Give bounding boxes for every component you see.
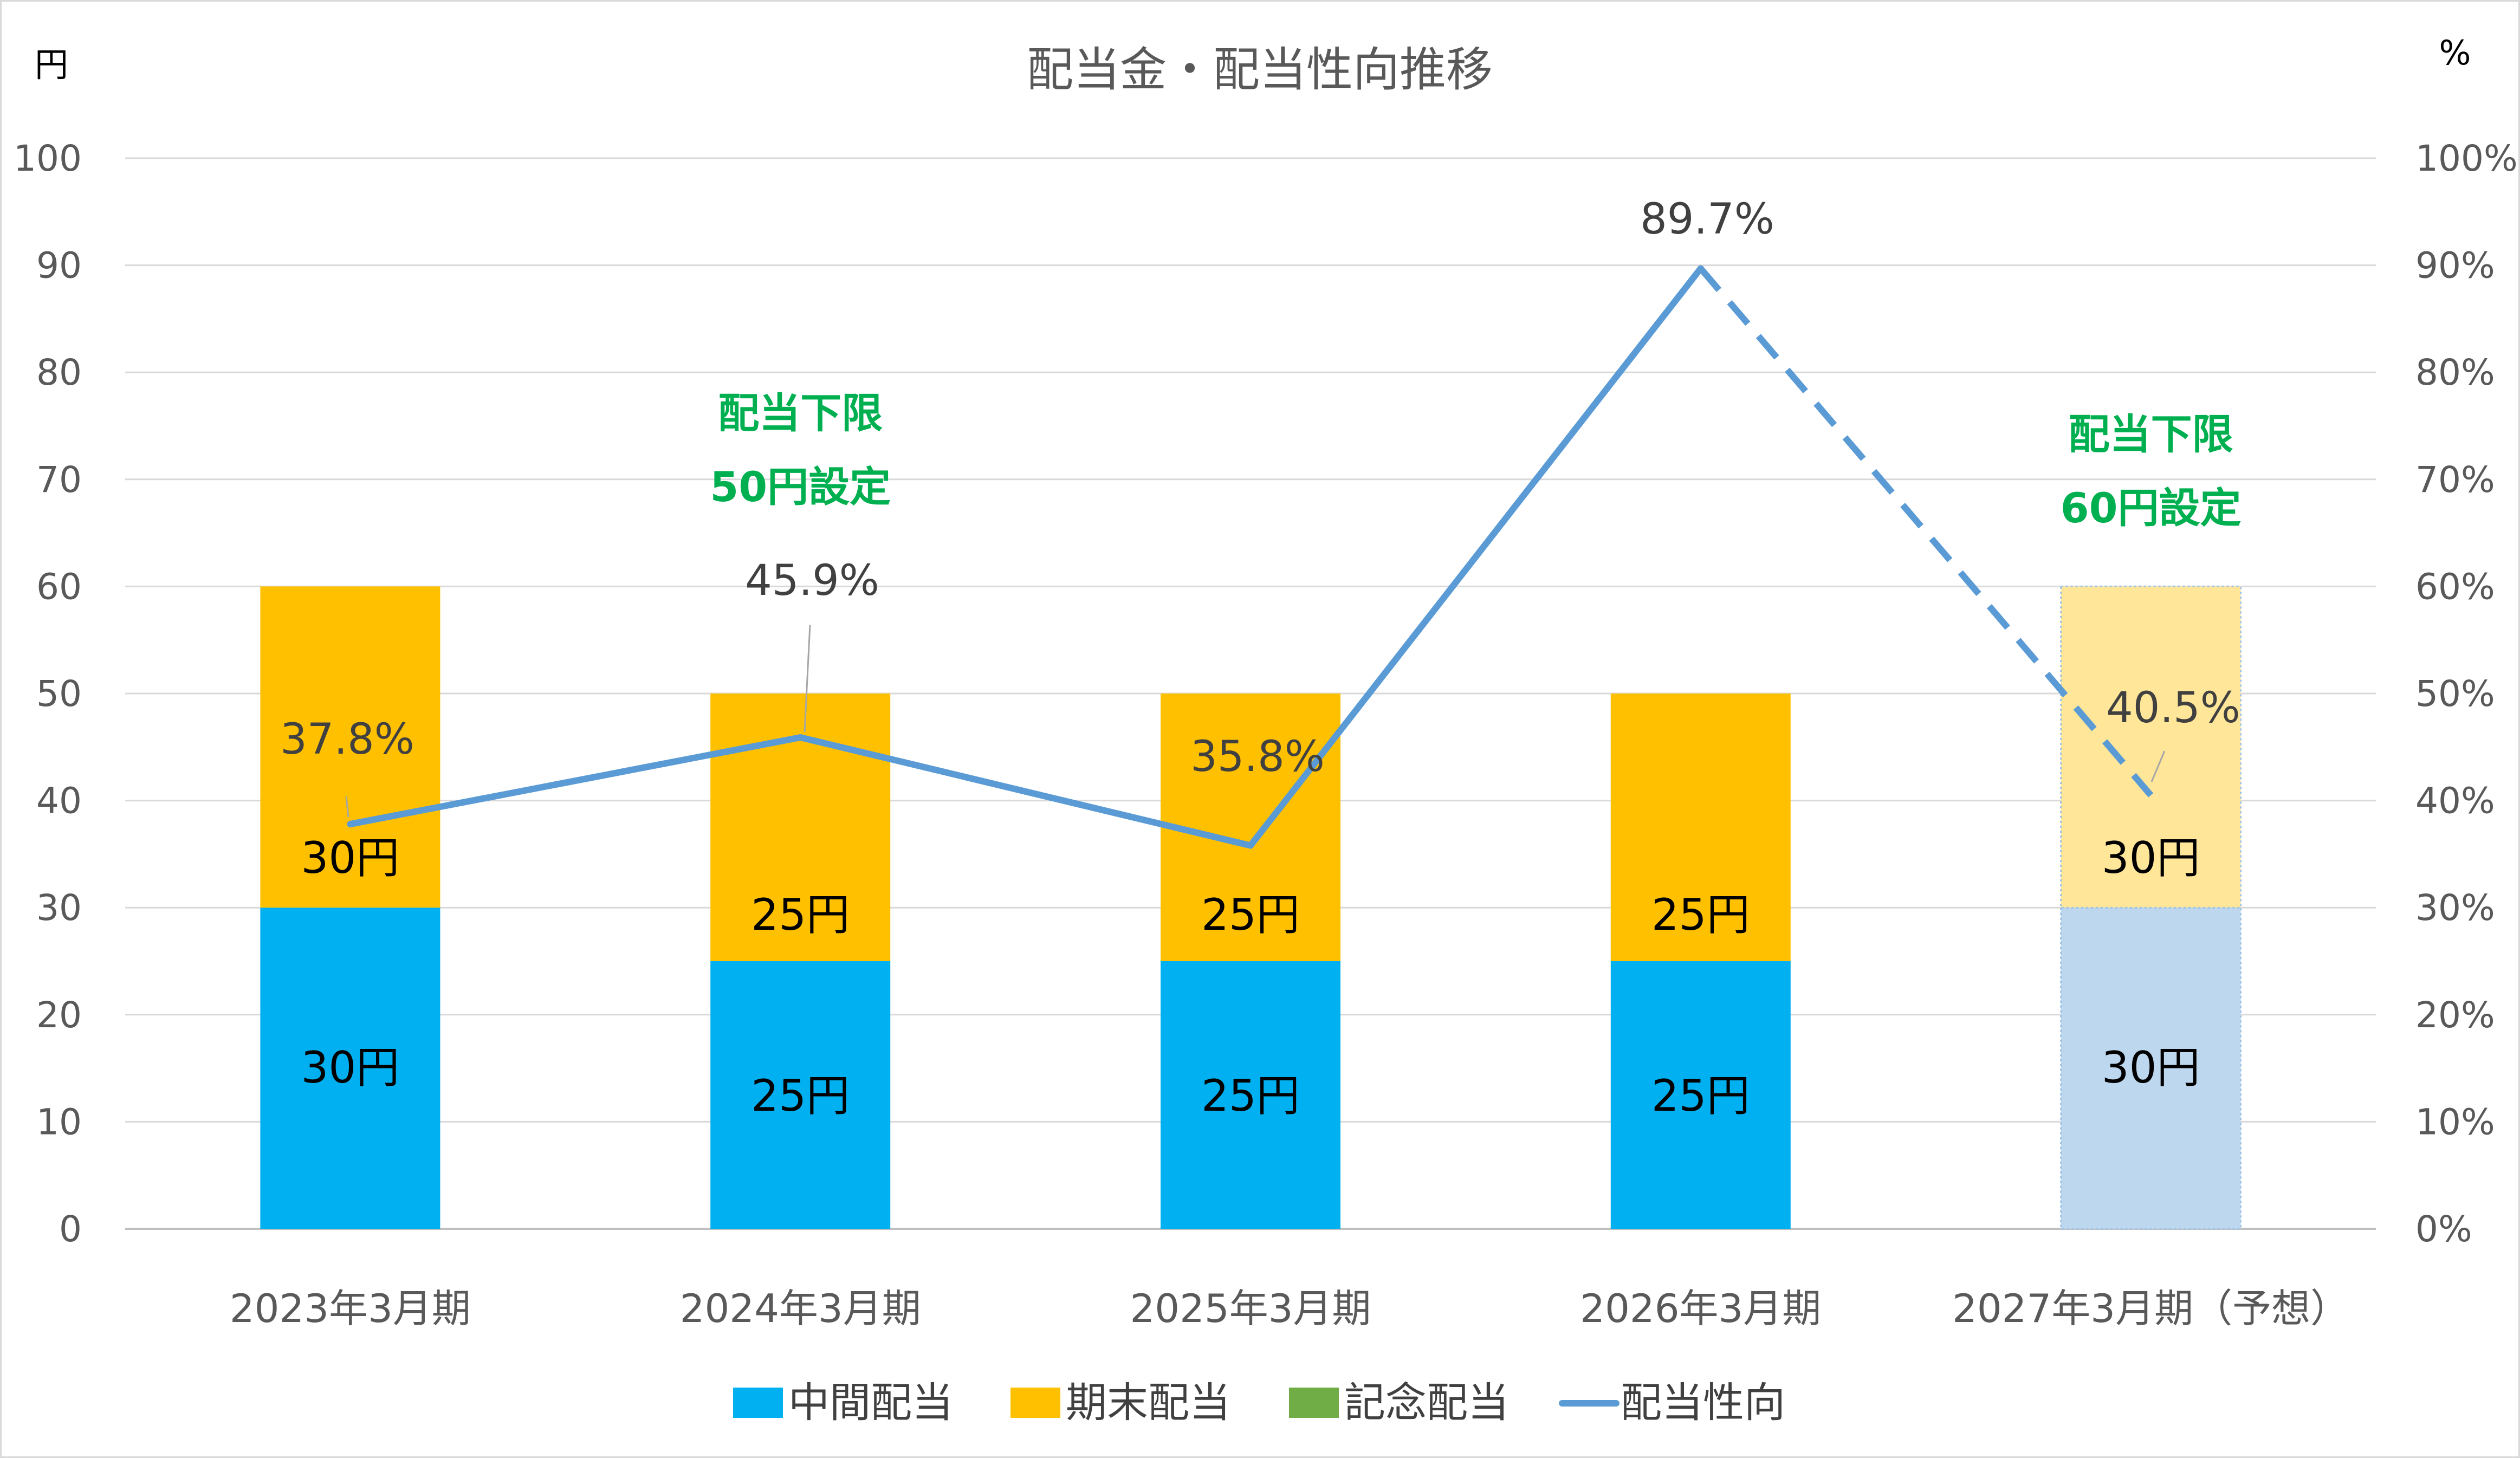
interim-dividend-bar	[710, 961, 891, 1229]
payout-ratio-forecast-segment	[1698, 266, 2154, 798]
category-label: 2025年3月期	[1130, 1286, 1371, 1331]
category-label: 2024年3月期	[680, 1286, 921, 1331]
left-tick-label: 70	[36, 459, 82, 501]
left-tick-label: 100	[14, 138, 82, 179]
legend-label: 中間配当	[788, 1378, 953, 1427]
year-end-dividend-label: 30円	[2102, 833, 2200, 883]
category-label: 2027年3月期（予想）	[1952, 1286, 2349, 1331]
legend-swatch	[1289, 1388, 1339, 1418]
left-axis-unit: 円	[35, 45, 68, 85]
payout-ratio-label: 35.8%	[1190, 733, 1325, 781]
right-tick-label: 70%	[2415, 459, 2495, 501]
floor-annotation: 50円設定	[710, 463, 891, 511]
year-end-dividend-label: 25円	[1201, 890, 1300, 940]
payout-label-leader	[345, 796, 349, 818]
payout-ratio-label: 45.9%	[745, 556, 879, 605]
year-end-dividend-label: 25円	[1651, 890, 1750, 940]
year-end-dividend-bar	[1610, 694, 1791, 961]
legend-swatch	[1010, 1388, 1060, 1418]
left-tick-label: 10	[36, 1101, 82, 1143]
left-tick-label: 20	[36, 994, 82, 1036]
interim-dividend-label: 30円	[301, 1042, 400, 1093]
year-end-dividend-bar	[260, 586, 440, 908]
interim-dividend-label: 25円	[1651, 1071, 1750, 1121]
payout-label-leader	[2150, 750, 2166, 782]
left-tick-label: 40	[36, 780, 82, 822]
left-tick-label: 30	[36, 887, 82, 929]
interim-dividend-bar	[260, 908, 440, 1229]
payout-ratio-label: 40.5%	[2106, 684, 2240, 733]
legend-label: 期末配当	[1066, 1378, 1230, 1427]
floor-annotation: 60円設定	[2061, 484, 2242, 532]
legend-swatch	[733, 1388, 783, 1418]
year-end-dividend-label: 30円	[301, 833, 400, 883]
right-tick-label: 80%	[2415, 352, 2495, 393]
right-tick-label: 90%	[2415, 245, 2495, 287]
legend-label: 記念配当	[1344, 1378, 1509, 1427]
interim-dividend-bar	[1610, 961, 1791, 1229]
right-tick-label: 40%	[2415, 780, 2495, 822]
right-tick-label: 30%	[2415, 887, 2495, 929]
right-tick-label: 0%	[2415, 1208, 2472, 1250]
payout-label-leader	[804, 624, 811, 733]
category-label: 2023年3月期	[230, 1286, 471, 1331]
interim-dividend-bar	[2060, 906, 2242, 1230]
year-end-dividend-bar	[2060, 585, 2242, 909]
left-tick-label: 80	[36, 352, 82, 393]
left-tick-label: 50	[36, 673, 82, 715]
left-tick-label: 60	[36, 566, 82, 607]
category-label: 2026年3月期	[1580, 1286, 1821, 1331]
interim-dividend-label: 25円	[751, 1071, 850, 1121]
left-tick-label: 90	[36, 245, 82, 287]
year-end-dividend-bar	[1161, 694, 1340, 961]
payout-ratio-label: 89.7%	[1640, 195, 1774, 244]
payout-ratio-label: 37.8%	[280, 715, 414, 764]
right-tick-label: 100%	[2415, 138, 2518, 179]
right-tick-label: 10%	[2415, 1101, 2495, 1143]
chart-title: 配当金・配当性向推移	[1027, 43, 1493, 97]
left-tick-label: 0	[59, 1208, 82, 1250]
interim-dividend-bar	[1161, 961, 1340, 1229]
payout-ratio-line	[347, 265, 1704, 849]
floor-annotation: 配当下限	[718, 389, 883, 437]
floor-annotation: 配当下限	[2069, 410, 2233, 458]
right-tick-label: 50%	[2415, 673, 2495, 715]
right-tick-label: 60%	[2415, 566, 2495, 607]
legend-label: 配当性向	[1621, 1378, 1785, 1427]
right-axis-unit: %	[2439, 33, 2471, 73]
year-end-dividend-label: 25円	[751, 890, 850, 940]
interim-dividend-label: 25円	[1201, 1071, 1300, 1121]
right-tick-label: 20%	[2415, 994, 2495, 1036]
interim-dividend-label: 30円	[2102, 1042, 2200, 1093]
